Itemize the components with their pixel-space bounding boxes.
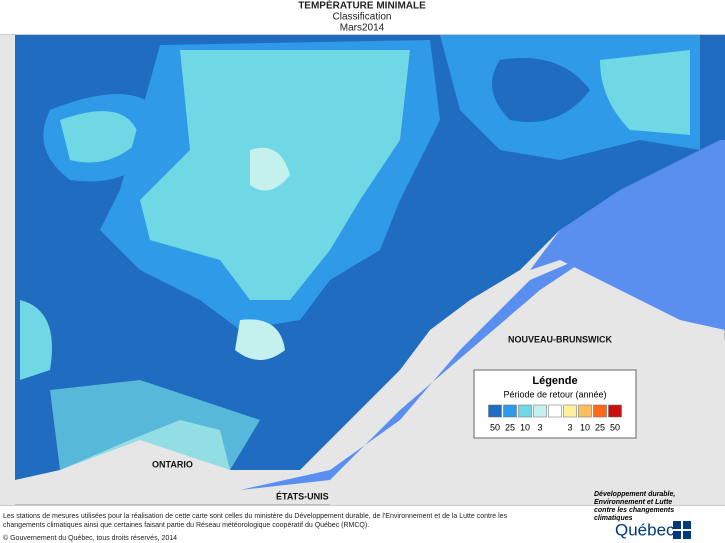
- subtitle: Classification: [333, 12, 392, 23]
- legend: Légende Période de retour (année) 50 25 10…: [473, 369, 637, 439]
- legend-swatch: [503, 404, 517, 418]
- logo-ministry: Développement durable,: [594, 491, 675, 498]
- logo-ministry: contre les changements: [594, 507, 674, 514]
- legend-label: 10: [520, 422, 530, 432]
- copyright: © Gouvernement du Québec, tous droits ré…: [3, 534, 177, 542]
- legend-subtitle: Période de retour (année): [503, 389, 606, 399]
- legend-title: Légende: [532, 375, 577, 387]
- logo: Développement durable, Environnement et …: [594, 491, 691, 539]
- legend-swatch: [548, 404, 562, 418]
- legend-label: 50: [490, 422, 500, 432]
- legend-swatch: [563, 404, 577, 418]
- title: TEMPÉRATURE MINIMALE: [298, 0, 426, 12]
- legend-label: 50: [610, 422, 620, 432]
- note-line: Les stations de mesures utilisées pour l…: [3, 513, 508, 520]
- legend-label: 3: [567, 422, 572, 432]
- legend-swatch: [518, 404, 532, 418]
- date: Mars2014: [340, 23, 385, 34]
- map: [0, 34, 725, 506]
- legend-label: 10: [580, 422, 590, 432]
- logo-name: Québec: [615, 520, 675, 539]
- legend-swatch: [608, 404, 622, 418]
- logo-ministry: Environnement et Lutte: [594, 499, 672, 506]
- usa-label: ÉTATS-UNIS: [276, 491, 329, 501]
- legend-swatch: [533, 404, 547, 418]
- legend-label: 25: [595, 422, 605, 432]
- legend-swatch: [593, 404, 607, 418]
- legend-label: 3: [537, 422, 542, 432]
- legend-label: 25: [505, 422, 515, 432]
- note-line: changements climatiques ainsi que certai…: [3, 522, 369, 529]
- ontario-label: ONTARIO: [152, 459, 193, 469]
- logo-ministry: climatiques: [594, 515, 633, 522]
- legend-swatch: [488, 404, 502, 418]
- legend-swatch: [578, 404, 592, 418]
- new-brunswick-label: NOUVEAU-BRUNSWICK: [508, 334, 612, 344]
